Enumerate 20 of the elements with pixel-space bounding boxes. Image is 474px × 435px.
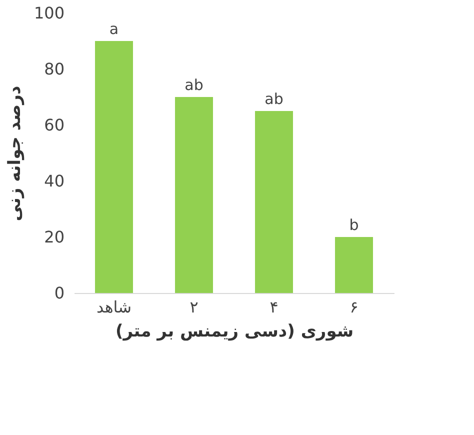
- y-tick-label: 0: [54, 284, 64, 302]
- x-tick-label: ۲: [190, 298, 198, 316]
- bar: [335, 237, 373, 293]
- bar: [95, 41, 133, 293]
- y-tick-label: 60: [44, 116, 64, 134]
- x-tick-label: ۴: [270, 298, 278, 316]
- data-label: ab: [264, 90, 284, 108]
- bar: [175, 97, 213, 293]
- x-tick-label: شاهد: [96, 298, 132, 316]
- data-label: a: [109, 20, 119, 38]
- y-tick-label: 20: [44, 228, 64, 246]
- data-label: b: [349, 216, 359, 234]
- data-label: ab: [184, 76, 204, 94]
- bar: [255, 111, 293, 293]
- x-tick-label: ۶: [350, 298, 358, 316]
- y-axis-title: درصد جوانه زنی: [4, 86, 25, 222]
- y-tick-label: 100: [34, 4, 64, 22]
- x-axis-title: شوری (دسی زیمنس بر متر): [115, 322, 354, 342]
- y-tick-label: 40: [44, 172, 64, 190]
- y-tick-label: 80: [44, 60, 64, 78]
